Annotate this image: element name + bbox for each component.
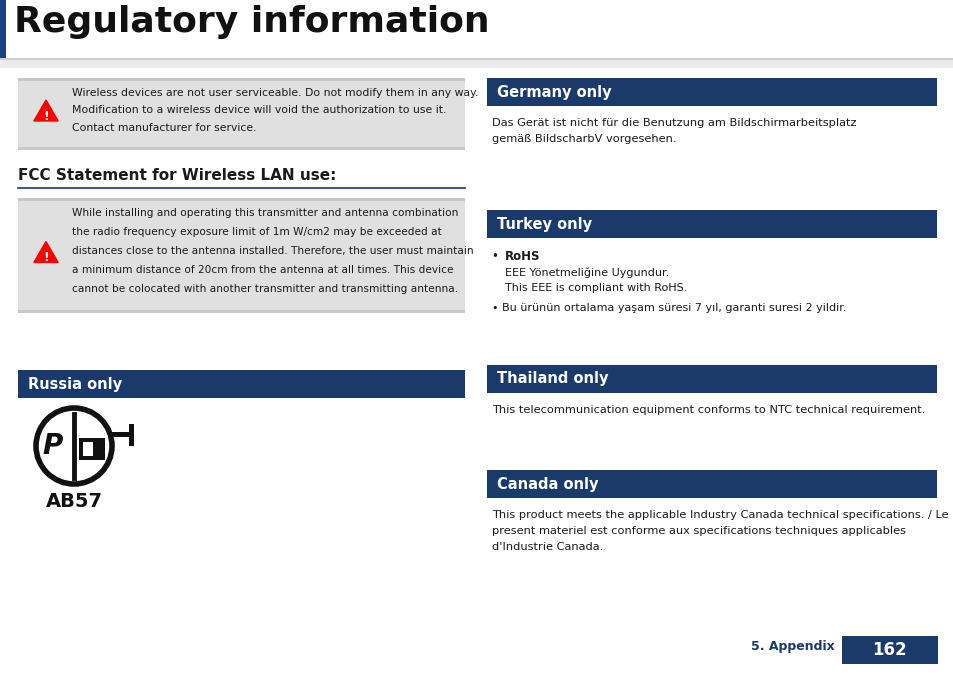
Text: !: ! xyxy=(43,251,49,264)
Bar xyxy=(0,58,953,60)
Polygon shape xyxy=(33,242,58,263)
Bar xyxy=(18,198,464,313)
Text: a minimum distance of 20cm from the antenna at all times. This device: a minimum distance of 20cm from the ante… xyxy=(71,265,453,275)
Bar xyxy=(0,60,953,68)
Bar xyxy=(486,78,936,106)
Text: Germany only: Germany only xyxy=(497,84,611,99)
Text: FCC Statement for Wireless LAN use:: FCC Statement for Wireless LAN use: xyxy=(18,168,336,183)
Bar xyxy=(18,370,464,398)
Bar xyxy=(0,0,6,58)
Bar xyxy=(129,424,133,446)
Text: 5. Appendix: 5. Appendix xyxy=(750,640,834,653)
Bar xyxy=(79,438,105,460)
Text: P: P xyxy=(43,432,63,460)
Text: Turkey only: Turkey only xyxy=(497,217,592,232)
Bar xyxy=(486,210,936,238)
Text: present materiel est conforme aux specifications techniques applicables: present materiel est conforme aux specif… xyxy=(492,526,905,536)
Text: This product meets the applicable Industry Canada technical specifications. / Le: This product meets the applicable Indust… xyxy=(492,510,947,520)
Text: Contact manufacturer for service.: Contact manufacturer for service. xyxy=(71,123,256,133)
Text: AB57: AB57 xyxy=(46,492,102,511)
Text: d'Industrie Canada.: d'Industrie Canada. xyxy=(492,542,602,552)
Polygon shape xyxy=(33,100,58,121)
Text: gemäß BildscharbV vorgesehen.: gemäß BildscharbV vorgesehen. xyxy=(492,134,676,144)
Text: This telecommunication equipment conforms to NTC technical requirement.: This telecommunication equipment conform… xyxy=(492,405,924,415)
Text: cannot be colocated with another transmitter and transmitting antenna.: cannot be colocated with another transmi… xyxy=(71,284,457,294)
Text: This EEE is compliant with RoHS.: This EEE is compliant with RoHS. xyxy=(504,283,687,293)
Text: distances close to the antenna installed. Therefore, the user must maintain: distances close to the antenna installed… xyxy=(71,246,473,256)
Text: 162: 162 xyxy=(872,641,906,659)
Text: • Bu ürünün ortalama yaşam süresi 7 yıl, garanti suresi 2 yildir.: • Bu ürünün ortalama yaşam süresi 7 yıl,… xyxy=(492,303,845,313)
Text: •: • xyxy=(492,250,502,263)
Bar xyxy=(18,78,464,81)
Text: !: ! xyxy=(43,109,49,122)
Bar xyxy=(486,470,936,498)
Text: While installing and operating this transmitter and antenna combination: While installing and operating this tran… xyxy=(71,208,457,218)
Text: Russia only: Russia only xyxy=(28,377,122,392)
Text: EEE Yönetmeliğine Uygundur.: EEE Yönetmeliğine Uygundur. xyxy=(504,268,669,279)
Bar xyxy=(92,442,101,456)
Bar xyxy=(18,198,464,201)
Text: RoHS: RoHS xyxy=(504,250,540,263)
Bar xyxy=(18,78,464,150)
Text: Das Gerät ist nicht für die Benutzung am Bildschirmarbeitsplatz: Das Gerät ist nicht für die Benutzung am… xyxy=(492,118,856,128)
Text: Regulatory information: Regulatory information xyxy=(14,5,489,39)
Bar xyxy=(486,365,936,393)
Bar xyxy=(18,147,464,150)
Text: Thailand only: Thailand only xyxy=(497,371,608,387)
Text: Modification to a wireless device will void the authorization to use it.: Modification to a wireless device will v… xyxy=(71,105,446,115)
Text: Canada only: Canada only xyxy=(497,477,598,491)
Bar xyxy=(18,310,464,313)
Bar xyxy=(841,636,937,664)
Bar xyxy=(112,432,133,437)
Text: Wireless devices are not user serviceable. Do not modify them in any way.: Wireless devices are not user serviceabl… xyxy=(71,88,477,98)
Bar xyxy=(83,442,97,456)
Text: the radio frequency exposure limit of 1m W/cm2 may be exceeded at: the radio frequency exposure limit of 1m… xyxy=(71,227,441,237)
